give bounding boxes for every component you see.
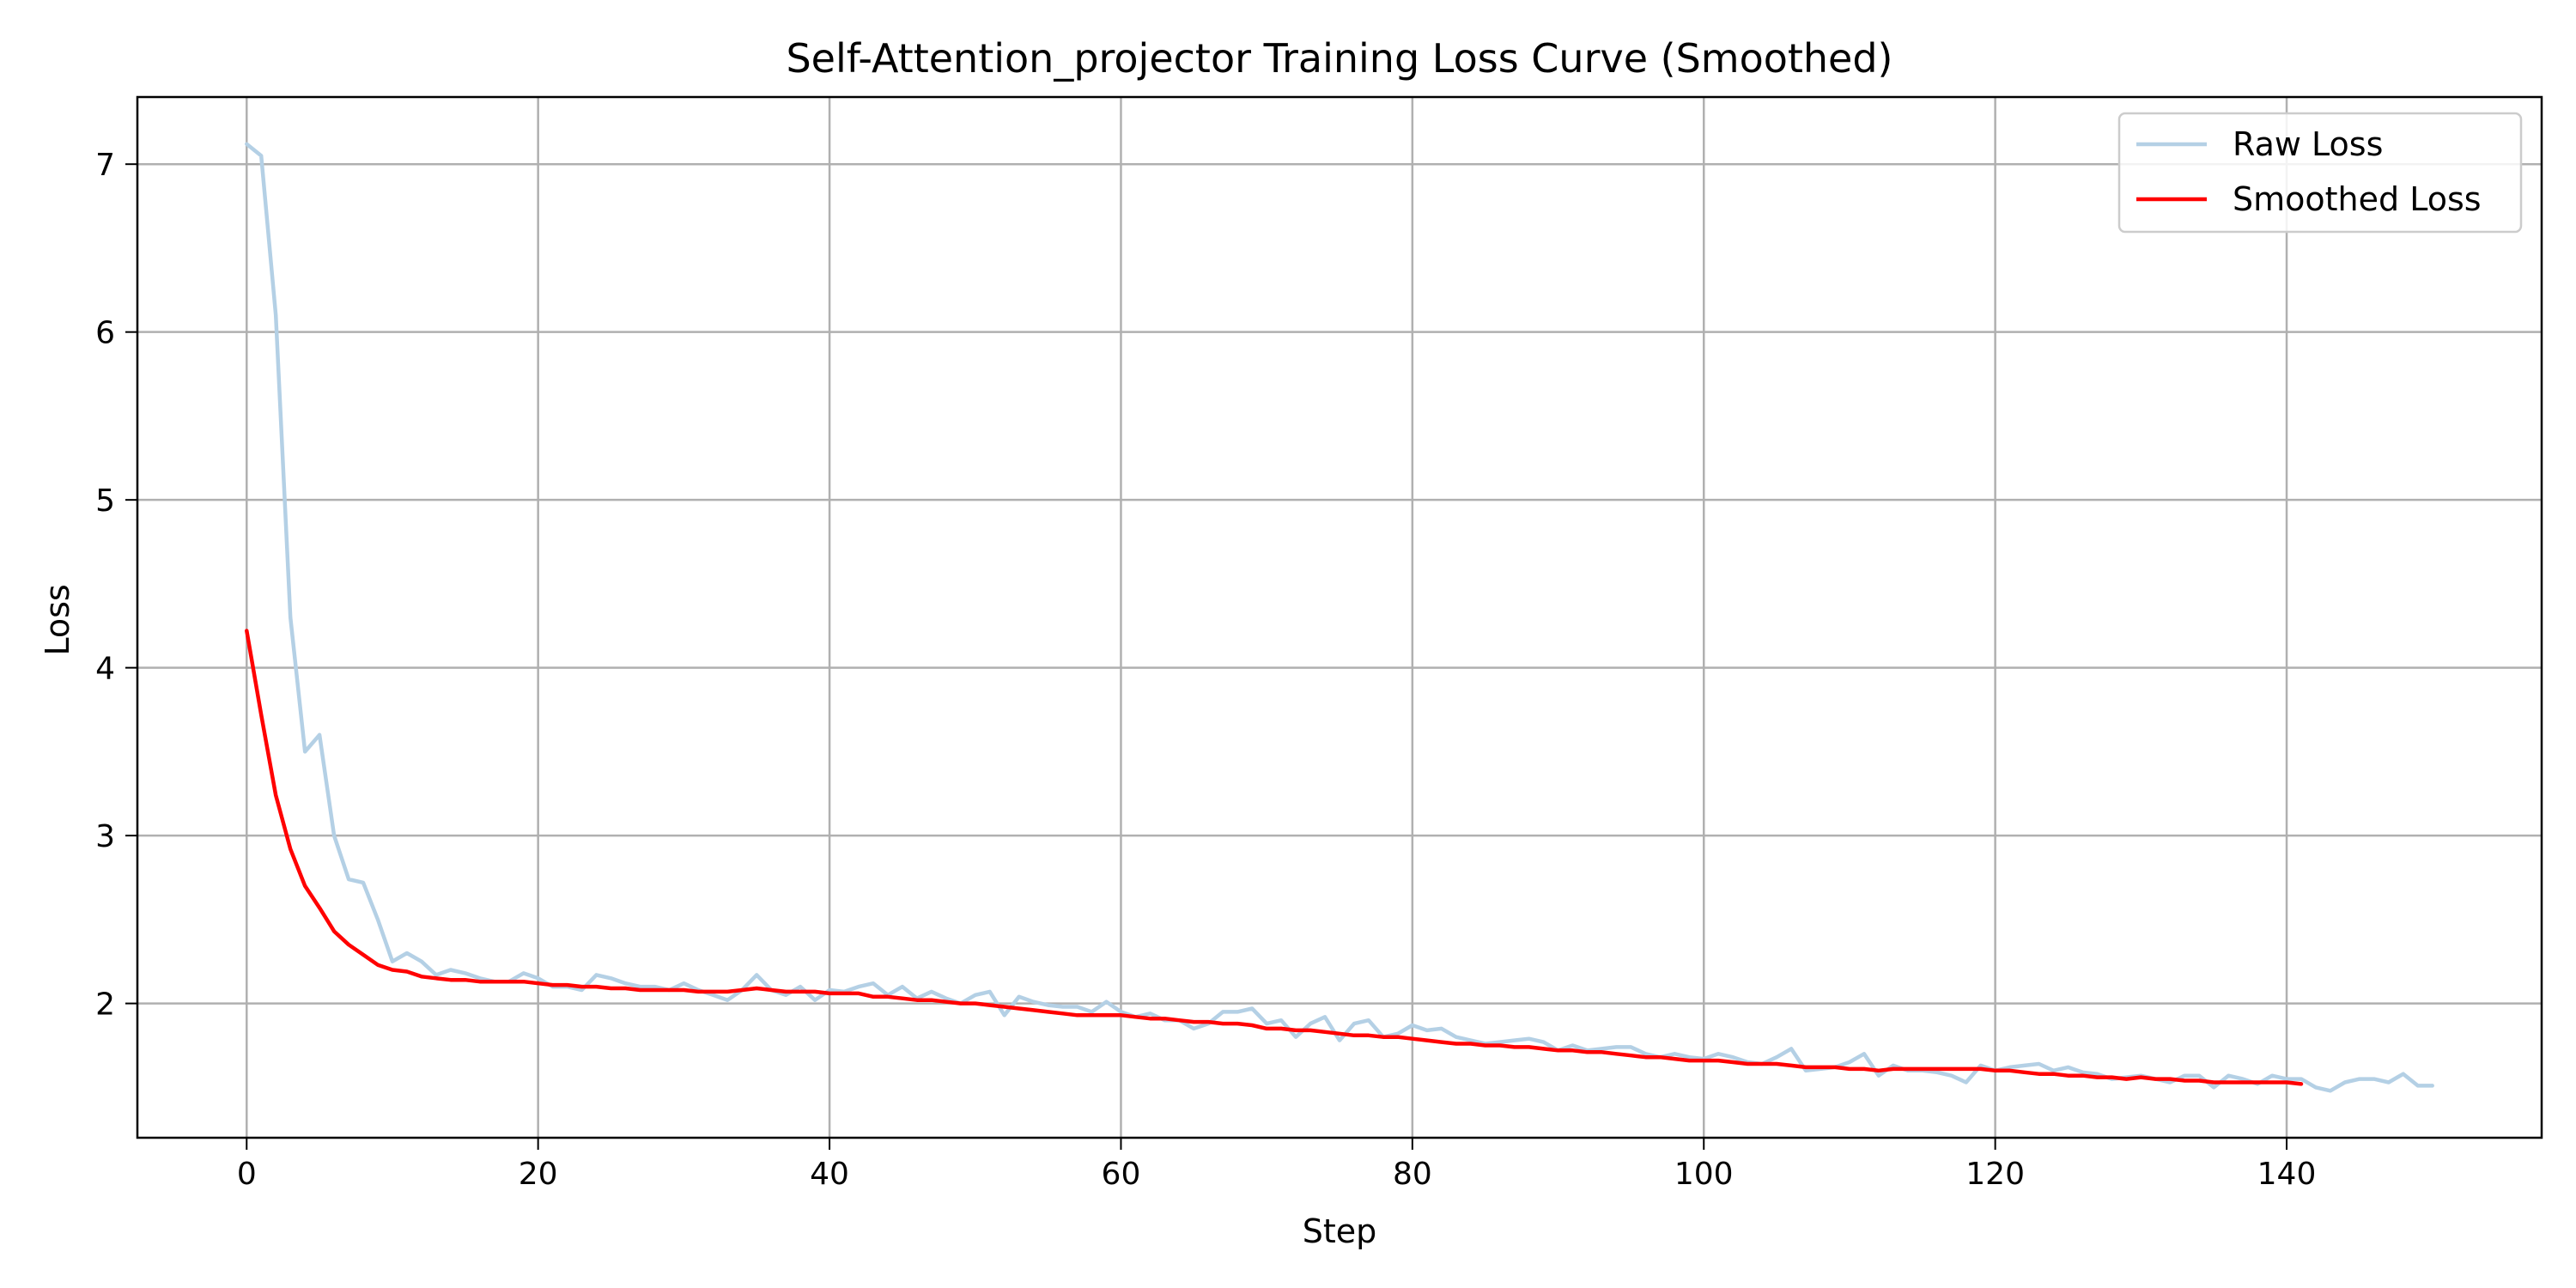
x-tick-label: 120 [1965, 1157, 2025, 1192]
x-tick-label: 100 [1674, 1157, 1734, 1192]
series-layer [245, 142, 2434, 1093]
legend-label-smoothed-loss: Smoothed Loss [2233, 180, 2482, 218]
y-tick-label: 3 [95, 819, 115, 854]
x-axis-label: Step [1303, 1212, 1377, 1250]
y-tick-label: 6 [95, 316, 115, 351]
x-tick-label: 20 [519, 1157, 558, 1192]
x-tick-label: 40 [810, 1157, 849, 1192]
y-tick-label: 4 [95, 652, 115, 687]
chart-title: Self-Attention_projector Training Loss C… [786, 35, 1893, 82]
y-tick-label: 7 [95, 148, 115, 183]
series-raw-loss [245, 142, 2434, 1093]
x-tick-label: 80 [1393, 1157, 1432, 1192]
series-smoothed-loss [245, 629, 2304, 1086]
y-tick-label: 2 [95, 987, 115, 1023]
legend-frame [2117, 112, 2523, 234]
grid [137, 97, 2542, 1138]
x-tick-label: 140 [2257, 1157, 2317, 1192]
y-tick-label: 5 [95, 483, 115, 519]
x-tick-label: 0 [237, 1157, 257, 1192]
ticks: 0 20 40 60 80 100 120 140 2 3 4 5 6 7 [95, 148, 2316, 1192]
legend: Raw Loss Smoothed Loss [2117, 112, 2523, 234]
plot-frame [136, 95, 2543, 1139]
x-tick-label: 60 [1102, 1157, 1141, 1192]
legend-label-raw-loss: Raw Loss [2233, 125, 2383, 163]
y-axis-label: Loss [39, 584, 76, 655]
